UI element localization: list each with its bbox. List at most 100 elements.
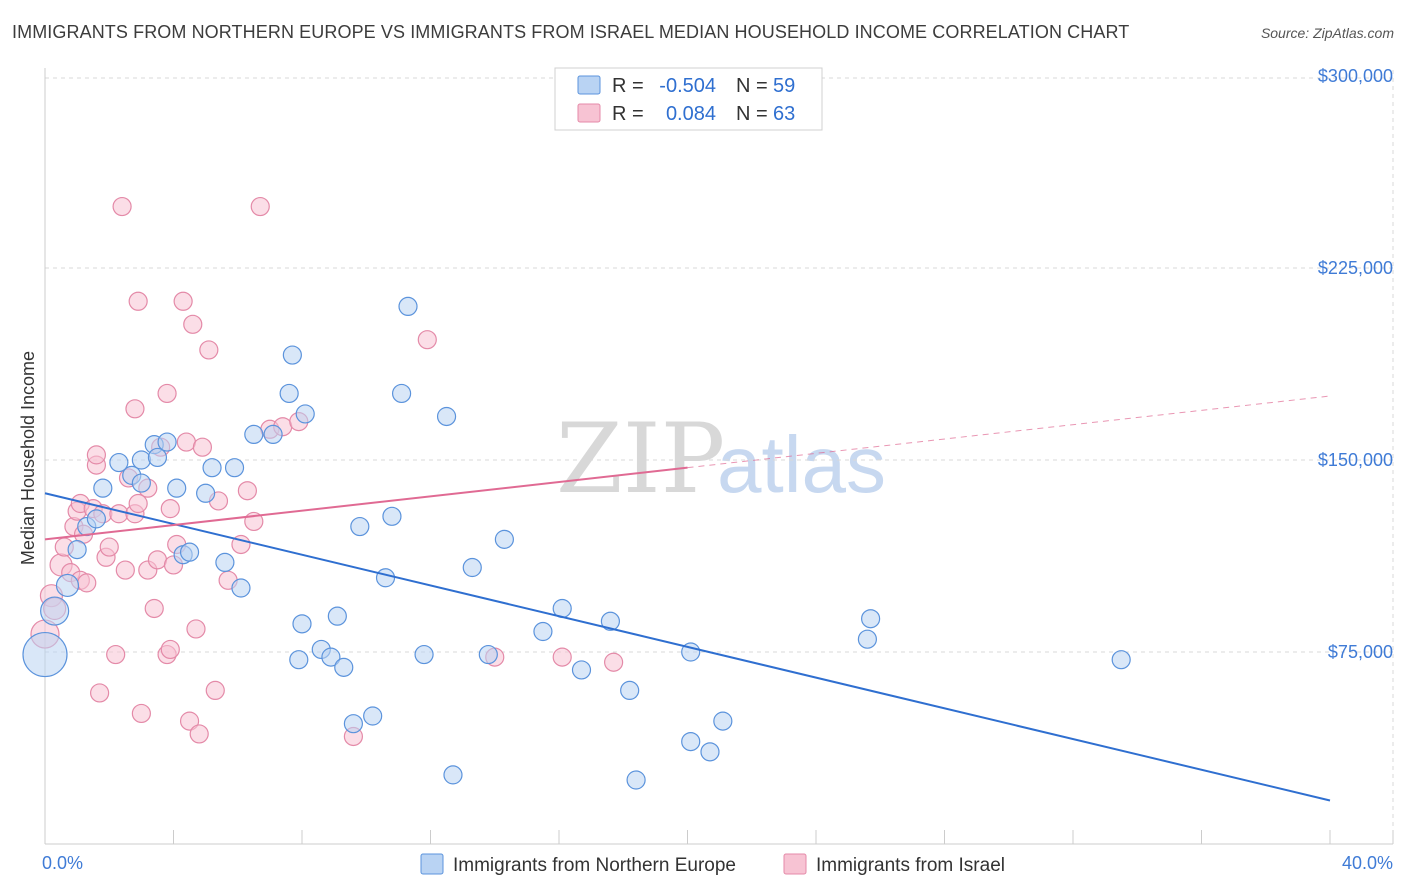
data-point-northern-europe — [1111, 650, 1131, 670]
data-point-israel — [179, 711, 200, 731]
data-point-israel — [176, 432, 196, 452]
data-point-israel — [109, 504, 129, 524]
series-swatch-israel — [783, 853, 807, 875]
data-point-northern-europe — [391, 383, 412, 404]
y-tick-label: $300,000 — [1318, 66, 1393, 86]
data-point-israel — [417, 330, 437, 350]
data-point-israel — [192, 437, 213, 457]
legend-swatch-northern-europe — [577, 75, 601, 95]
data-point-israel — [144, 598, 164, 619]
northern-europe-points — [22, 296, 1131, 790]
trend-line-israel-extension — [687, 395, 1331, 469]
data-point-northern-europe — [321, 647, 341, 667]
y-tick-label: $75,000 — [1328, 642, 1393, 662]
legend-n-label: N = — [736, 75, 768, 97]
data-point-israel — [183, 314, 203, 334]
data-point-israel — [115, 560, 135, 580]
data-point-northern-europe — [40, 596, 70, 626]
legend-r-value: -0.504 — [659, 75, 716, 97]
data-point-israel — [128, 291, 148, 311]
data-point-northern-europe — [196, 483, 216, 503]
data-point-northern-europe — [494, 529, 514, 549]
data-point-northern-europe — [414, 644, 434, 665]
data-point-israel — [160, 499, 180, 519]
data-point-northern-europe — [343, 714, 363, 734]
y-tick-label: $150,000 — [1318, 450, 1393, 470]
data-point-northern-europe — [279, 383, 299, 404]
data-point-northern-europe — [398, 296, 418, 316]
data-point-northern-europe — [282, 345, 302, 365]
data-point-northern-europe — [202, 458, 222, 478]
watermark-atlas: atlas — [717, 420, 886, 509]
data-point-northern-europe — [295, 404, 315, 424]
trend-line-israel — [44, 466, 688, 541]
source-credit: Source: ZipAtlas.com — [1260, 25, 1394, 41]
data-point-northern-europe — [350, 516, 370, 537]
data-point-northern-europe — [67, 539, 87, 560]
x-tick-label: 0.0% — [42, 853, 83, 873]
data-point-northern-europe — [478, 644, 498, 665]
legend: R = -0.504 N = 59 R = 0.084 N = 63 — [554, 67, 823, 131]
data-point-northern-europe — [244, 424, 264, 444]
data-point-northern-europe — [681, 731, 701, 752]
trend-line-northern-europe — [44, 492, 1331, 802]
data-point-northern-europe — [224, 458, 245, 478]
legend-n-label: N = — [736, 103, 768, 125]
trend-lines — [44, 395, 1331, 802]
data-point-israel — [160, 639, 180, 660]
chart-title: IMMIGRANTS FROM NORTHERN EUROPE VS IMMIG… — [12, 22, 1130, 42]
data-point-northern-europe — [626, 770, 646, 790]
tick-labels: $75,000 $150,000 $225,000 $300,000 0.0% 40.0% — [42, 66, 1393, 873]
legend-r-label: R = — [612, 103, 644, 125]
data-point-northern-europe — [179, 542, 200, 562]
data-point-israel — [186, 619, 206, 639]
watermark: ZIP atlas — [556, 403, 886, 515]
data-point-israel — [237, 481, 257, 501]
series-label-northern-europe: Immigrants from Northern Europe — [453, 855, 736, 876]
legend-swatch-israel — [577, 103, 601, 123]
x-tick-label: 40.0% — [1342, 853, 1393, 873]
data-point-northern-europe — [363, 706, 383, 726]
data-point-northern-europe — [857, 629, 878, 649]
data-point-northern-europe — [22, 631, 68, 678]
data-point-israel — [86, 445, 107, 465]
data-point-northern-europe — [571, 660, 592, 680]
data-point-northern-europe — [215, 552, 235, 573]
data-point-israel — [552, 647, 572, 667]
data-point-israel — [147, 550, 168, 570]
data-point-northern-europe — [375, 568, 396, 588]
data-point-northern-europe — [86, 509, 107, 529]
data-point-northern-europe — [382, 506, 402, 526]
data-point-israel — [173, 291, 193, 311]
legend-r-value: 0.084 — [666, 103, 716, 125]
data-point-israel — [157, 383, 177, 404]
data-point-israel — [77, 573, 97, 593]
grid — [45, 70, 1394, 844]
data-point-northern-europe — [157, 432, 177, 452]
data-point-israel — [131, 703, 151, 724]
data-point-northern-europe — [263, 424, 283, 444]
data-point-northern-europe — [231, 578, 251, 598]
data-point-northern-europe — [327, 606, 347, 626]
data-point-israel — [128, 493, 148, 514]
data-point-northern-europe — [167, 478, 187, 498]
data-point-israel — [189, 724, 209, 744]
data-point-northern-europe — [700, 742, 720, 762]
y-tick-label: $225,000 — [1318, 258, 1393, 278]
data-point-israel — [250, 196, 270, 217]
data-point-northern-europe — [533, 621, 553, 642]
data-point-northern-europe — [131, 473, 151, 493]
data-point-israel — [125, 399, 145, 419]
data-point-israel — [90, 683, 110, 703]
data-point-northern-europe — [436, 406, 457, 427]
series-legend: Immigrants from Northern Europe Immigran… — [420, 853, 1005, 876]
y-axis-label: Median Household Income — [18, 351, 38, 565]
data-point-northern-europe — [334, 657, 354, 677]
data-point-northern-europe — [861, 609, 881, 629]
data-point-northern-europe — [292, 614, 312, 634]
data-point-northern-europe — [620, 680, 640, 701]
data-point-northern-europe — [443, 765, 463, 785]
legend-n-value: 63 — [773, 103, 795, 125]
data-point-northern-europe — [131, 450, 151, 470]
